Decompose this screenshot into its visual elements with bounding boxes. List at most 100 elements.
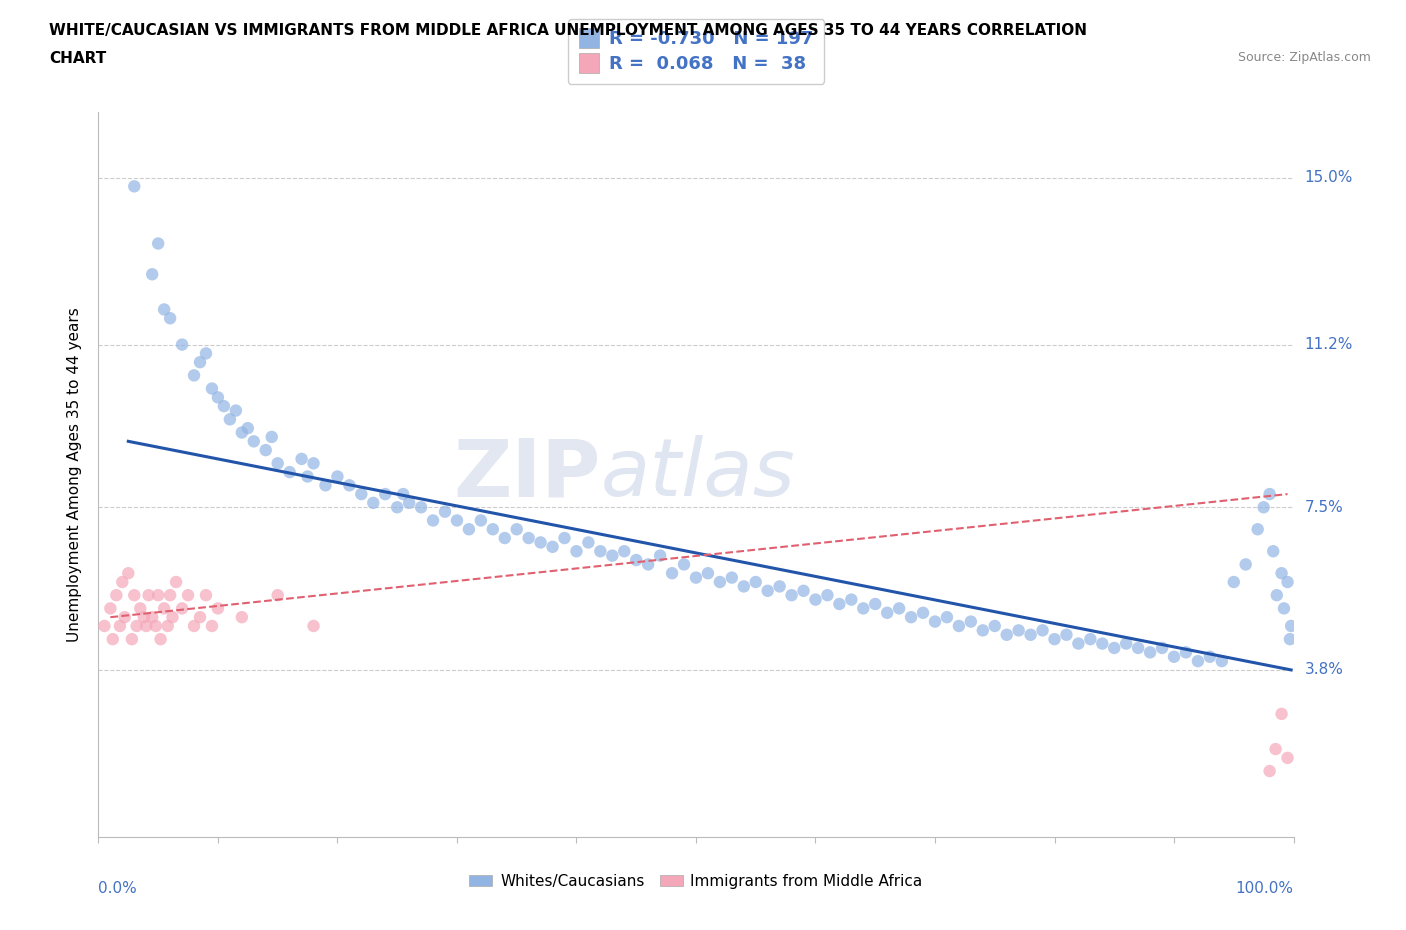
Text: 0.0%: 0.0% (98, 881, 138, 896)
Point (1247, 522, 1270, 537)
Point (1008, 623, 1031, 638)
Point (709, 575, 731, 590)
Point (924, 614, 946, 629)
Point (172, 601, 194, 616)
Point (121, 631, 143, 646)
Point (817, 588, 839, 603)
Point (1258, 486, 1281, 501)
Point (1277, 575, 1299, 590)
Point (267, 456, 290, 471)
Point (1128, 641, 1150, 656)
Text: 3.8%: 3.8% (1305, 662, 1344, 677)
Point (1091, 636, 1114, 651)
Point (721, 570, 744, 585)
Point (756, 583, 779, 598)
Point (889, 601, 911, 616)
Point (673, 557, 696, 572)
Point (153, 302, 176, 317)
Point (494, 531, 516, 546)
Point (392, 486, 415, 501)
Point (231, 425, 253, 440)
Point (231, 610, 253, 625)
Point (98, 601, 122, 616)
Point (1175, 644, 1198, 659)
Point (1139, 644, 1161, 659)
Point (1211, 654, 1233, 669)
Point (172, 338, 194, 352)
Point (554, 531, 576, 546)
Point (135, 618, 157, 633)
Point (243, 434, 266, 449)
Point (1152, 641, 1174, 656)
Point (1279, 618, 1302, 633)
Point (195, 588, 218, 603)
Point (141, 610, 163, 625)
Text: 7.5%: 7.5% (1305, 499, 1343, 515)
Point (177, 588, 200, 603)
Point (876, 605, 898, 620)
Point (530, 535, 553, 550)
Point (900, 610, 922, 625)
Point (804, 592, 827, 607)
Point (972, 623, 994, 638)
Point (138, 588, 160, 603)
Point (1019, 628, 1042, 643)
Point (302, 618, 325, 633)
Point (852, 601, 875, 616)
Text: 15.0%: 15.0% (1305, 170, 1353, 185)
Point (159, 588, 181, 603)
Point (212, 399, 235, 414)
Point (148, 236, 170, 251)
Point (650, 548, 672, 563)
Point (578, 535, 600, 550)
Point (912, 605, 935, 620)
Point (1043, 631, 1066, 646)
Point (183, 368, 205, 383)
Point (506, 522, 529, 537)
Text: ZIP: ZIP (453, 435, 600, 513)
Point (960, 614, 983, 629)
Point (565, 544, 588, 559)
Point (398, 496, 420, 511)
Point (124, 179, 146, 193)
Text: Source: ZipAtlas.com: Source: ZipAtlas.com (1237, 51, 1371, 64)
Point (1234, 557, 1257, 572)
Point (117, 565, 139, 580)
Point (1187, 654, 1209, 669)
Point (254, 443, 277, 458)
Point (195, 346, 218, 361)
Point (936, 610, 959, 625)
Point (225, 403, 247, 418)
Text: 100.0%: 100.0% (1236, 881, 1294, 896)
Point (697, 565, 720, 580)
Point (159, 311, 181, 325)
Point (105, 588, 128, 603)
Point (1104, 641, 1126, 656)
Point (1258, 764, 1281, 778)
Point (1277, 751, 1299, 765)
Point (434, 504, 457, 519)
Point (132, 610, 155, 625)
Point (793, 583, 815, 598)
Point (865, 596, 887, 611)
Point (613, 544, 636, 559)
Point (1163, 649, 1185, 664)
Point (1271, 565, 1294, 580)
Legend: Whites/Caucasians, Immigrants from Middle Africa: Whites/Caucasians, Immigrants from Middl… (464, 868, 928, 895)
Point (385, 499, 409, 514)
Point (183, 618, 205, 633)
Point (1265, 588, 1288, 603)
Point (1115, 636, 1137, 651)
Point (153, 601, 176, 616)
Point (236, 420, 259, 435)
Point (207, 390, 229, 405)
Point (125, 618, 148, 633)
Point (517, 531, 540, 546)
Point (350, 486, 373, 501)
Point (841, 592, 863, 607)
Point (162, 610, 184, 625)
Point (219, 412, 242, 427)
Point (422, 513, 444, 528)
Point (145, 618, 167, 633)
Point (446, 513, 468, 528)
